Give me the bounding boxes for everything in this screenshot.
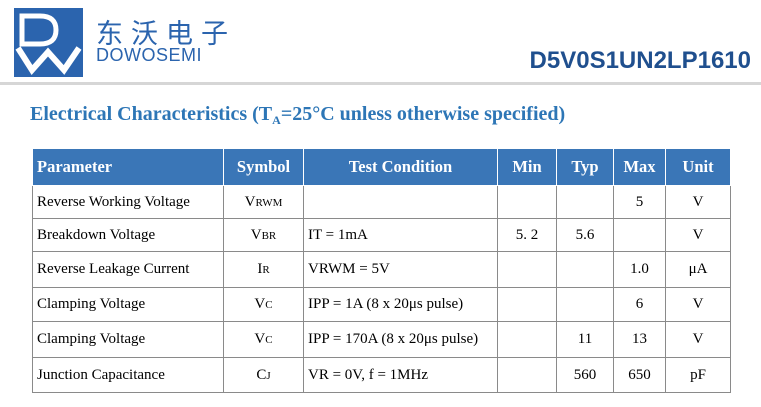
unit-cell: V <box>665 185 731 219</box>
symbol-main: V <box>254 296 266 312</box>
parameter-cell: Breakdown Voltage <box>32 218 224 252</box>
test-condition-cell: IT = 1mA <box>303 218 498 252</box>
column-header-test-condition: Test Condition <box>303 148 498 186</box>
typ-cell <box>556 185 614 219</box>
symbol-subscript: BR <box>261 229 277 242</box>
symbol-cell: VC <box>223 287 304 322</box>
unit-cell: μA <box>665 251 731 288</box>
typ-cell: 560 <box>556 357 614 393</box>
parameter-cell: Reverse Working Voltage <box>32 185 224 219</box>
table-row: Reverse Leakage Current IR VRWM = 5V 1.0… <box>32 251 731 288</box>
symbol-cell: VC <box>223 321 304 358</box>
unit-cell: V <box>665 321 731 358</box>
max-cell: 6 <box>613 287 666 322</box>
test-condition-cell: IPP = 1A (8 x 20μs pulse) <box>303 287 498 322</box>
symbol-cell: VBR <box>223 218 304 252</box>
test-condition-cell <box>303 185 498 219</box>
dowosemi-logo-icon <box>14 8 83 77</box>
symbol-subscript: R <box>262 264 270 276</box>
section-title-prefix: Electrical Characteristics (T <box>30 103 273 125</box>
min-cell <box>497 321 557 358</box>
parameter-cell: Reverse Leakage Current <box>32 251 224 288</box>
max-cell: 1.0 <box>613 251 666 288</box>
test-condition-cell: VR = 0V, f = 1MHz <box>303 357 498 393</box>
column-header-min: Min <box>497 148 557 186</box>
table-row: Breakdown Voltage VBR IT = 1mA 5. 2 5.6 … <box>32 218 731 252</box>
table-row: Clamping Voltage VC IPP = 1A (8 x 20μs p… <box>32 287 731 322</box>
test-condition-cell: VRWM = 5V <box>303 251 498 288</box>
brand-name-english: DOWOSEMI <box>96 45 202 65</box>
min-cell: 5. 2 <box>497 218 557 252</box>
unit-cell: pF <box>665 357 731 393</box>
header-divider <box>0 82 761 85</box>
unit-cell: V <box>665 287 731 322</box>
typ-cell <box>556 251 614 288</box>
symbol-cell: IR <box>223 251 304 288</box>
symbol-main: V <box>250 226 262 243</box>
min-cell <box>497 185 557 219</box>
min-cell <box>497 251 557 288</box>
symbol-subscript: J <box>266 369 271 382</box>
symbol-subscript: C <box>265 334 273 346</box>
column-header-max: Max <box>613 148 666 186</box>
symbol-cell: VRWM <box>223 185 304 219</box>
table-row: Clamping Voltage VC IPP = 170A (8 x 20μs… <box>32 321 731 358</box>
max-cell: 5 <box>613 185 666 219</box>
column-header-typ: Typ <box>556 148 614 186</box>
electrical-characteristics-table: Parameter Symbol Test Condition Min Typ … <box>32 148 731 393</box>
typ-cell: 5.6 <box>556 218 614 252</box>
max-cell: 13 <box>613 321 666 358</box>
max-cell <box>613 218 666 252</box>
unit-cell: V <box>665 218 731 252</box>
typ-cell <box>556 287 614 322</box>
symbol-main: I <box>257 261 263 277</box>
table-row: Reverse Working Voltage VRWM 5 V <box>32 185 731 219</box>
test-condition-cell: IPP = 170A (8 x 20μs pulse) <box>303 321 498 358</box>
max-cell: 650 <box>613 357 666 393</box>
column-header-symbol: Symbol <box>223 148 304 186</box>
symbol-main: C <box>256 366 267 383</box>
section-title-subscript: A <box>272 113 281 127</box>
section-title-suffix: =25°C unless otherwise specified) <box>280 103 566 125</box>
section-title: Electrical Characteristics (TA=25°C unle… <box>30 103 565 128</box>
table-header-row: Parameter Symbol Test Condition Min Typ … <box>32 148 731 186</box>
column-header-parameter: Parameter <box>32 148 224 186</box>
symbol-subscript: RWM <box>255 196 283 209</box>
parameter-cell: Clamping Voltage <box>32 287 224 322</box>
symbol-subscript: C <box>265 299 273 311</box>
part-number: D5V0S1UN2LP1610 <box>529 47 751 74</box>
table-row: Junction Capacitance CJ VR = 0V, f = 1MH… <box>32 357 731 393</box>
min-cell <box>497 357 557 393</box>
symbol-main: V <box>254 331 266 347</box>
column-header-unit: Unit <box>665 148 731 186</box>
parameter-cell: Clamping Voltage <box>32 321 224 358</box>
min-cell <box>497 287 557 322</box>
symbol-main: V <box>244 193 256 210</box>
symbol-cell: CJ <box>223 357 304 393</box>
parameter-cell: Junction Capacitance <box>32 357 224 393</box>
typ-cell: 11 <box>556 321 614 358</box>
brand-name-chinese: 东沃电子 <box>96 19 236 50</box>
